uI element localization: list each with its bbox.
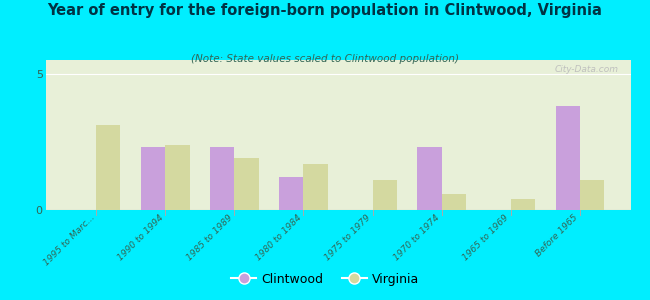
Bar xyxy=(280,177,304,210)
Bar xyxy=(210,147,235,210)
Bar xyxy=(556,106,580,210)
Bar xyxy=(165,145,190,210)
Bar xyxy=(235,158,259,210)
Legend: Clintwood, Virginia: Clintwood, Virginia xyxy=(226,268,424,291)
Bar xyxy=(441,194,466,210)
Bar xyxy=(372,180,396,210)
Bar xyxy=(141,147,165,210)
Text: Year of entry for the foreign-born population in Clintwood, Virginia: Year of entry for the foreign-born popul… xyxy=(47,3,603,18)
Bar xyxy=(417,147,441,210)
Text: (Note: State values scaled to Clintwood population): (Note: State values scaled to Clintwood … xyxy=(191,54,459,64)
Bar xyxy=(304,164,328,210)
Bar xyxy=(511,199,535,210)
Text: City-Data.com: City-Data.com xyxy=(555,64,619,74)
Bar xyxy=(580,180,604,210)
Bar xyxy=(96,125,120,210)
